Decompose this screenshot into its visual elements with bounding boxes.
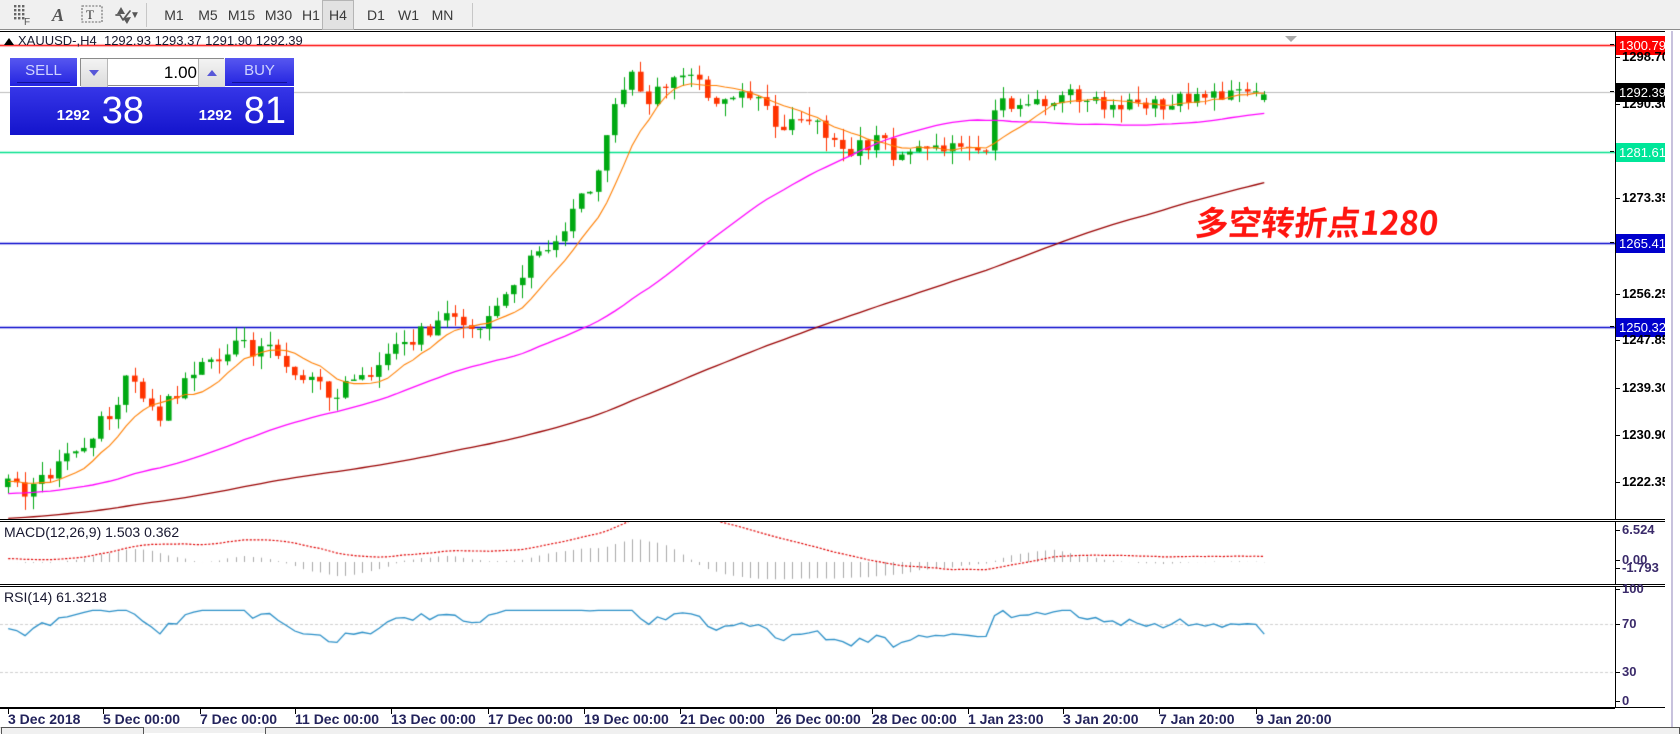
svg-text:T: T: [86, 7, 94, 22]
svg-text:F: F: [24, 17, 30, 25]
